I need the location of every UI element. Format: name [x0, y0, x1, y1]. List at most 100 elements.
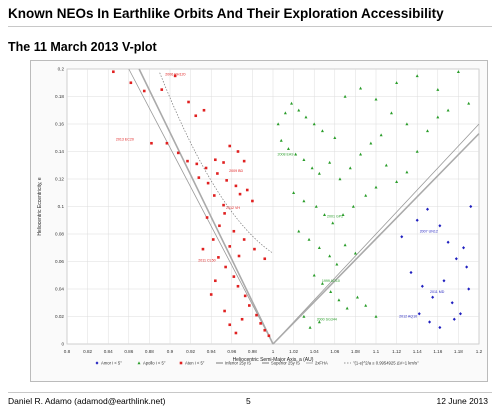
apollo-point: [359, 152, 363, 156]
apollo-point: [343, 94, 347, 98]
apollo-point: [294, 152, 298, 156]
x-tick-label: 1.02: [289, 349, 298, 354]
amor-point: [454, 257, 458, 261]
amor-point: [426, 207, 429, 211]
apollo-point: [314, 204, 318, 208]
legend-entry: Aten i < 5°: [185, 361, 205, 366]
apollo-point: [292, 191, 296, 194]
apollo-point: [374, 185, 378, 189]
apollo-point: [312, 122, 316, 126]
apollo-point: [320, 281, 324, 285]
amor-point: [450, 301, 454, 305]
amor-point: [442, 279, 446, 283]
amor-point: [417, 312, 421, 316]
apollo-point: [286, 147, 290, 150]
aten-point: [212, 194, 216, 197]
apollo-point: [374, 97, 378, 101]
amor-point: [420, 284, 424, 288]
footer-page-number: 5: [246, 396, 251, 406]
vplot-chart: 0.8 0.82 0.84 0.86 0.88 0.9 0.92 0.94 0.96 0.98 1 1…: [37, 67, 483, 366]
x-tick-label: 1.08: [351, 349, 360, 354]
apollo-point: [320, 129, 324, 133]
apollo-point: [312, 273, 316, 277]
aten-point: [259, 322, 262, 325]
object-label: 2011 CL50: [198, 258, 215, 262]
apollo-point: [341, 213, 345, 216]
footer-author: Daniel R. Adamo (adamod@earthlink.net): [8, 396, 166, 406]
amor-point: [469, 204, 473, 209]
y-axis-label: Heliocentric Eccentricity, e: [37, 177, 43, 235]
apollo-point: [348, 166, 352, 170]
aten-point: [160, 88, 164, 91]
aten-point: [176, 151, 180, 155]
object-label: 2012 VH: [226, 206, 240, 210]
object-label: 2009 BD: [229, 169, 243, 173]
aten-point: [211, 238, 215, 241]
aten-point: [253, 247, 256, 251]
object-label: 2000 SG344: [317, 317, 337, 321]
page-title: Known NEOs In Earthlike Orbits And Their…: [8, 6, 444, 21]
amor-point: [415, 218, 419, 222]
aten-point: [245, 188, 249, 192]
aten-point: [209, 293, 213, 296]
x-tick-label: 1.16: [433, 349, 442, 354]
aten-point: [222, 203, 225, 207]
aten-point: [197, 176, 201, 179]
y-tick-label: 0.12: [55, 177, 64, 182]
apollo-point: [302, 199, 306, 203]
aten-point: [202, 108, 206, 112]
apollo-point: [331, 221, 335, 225]
footer-rule: [8, 392, 492, 393]
amor-point: [467, 287, 471, 291]
amor-point: [409, 270, 413, 275]
aten-point: [204, 166, 208, 170]
object-label: 2001 GP2: [327, 214, 343, 218]
aten-point: [214, 158, 217, 162]
aten-point: [187, 100, 190, 104]
apollo-point: [374, 314, 378, 318]
legend-aten-marker: [179, 361, 183, 365]
aten-point: [242, 159, 246, 163]
inferior-synodic-curve: [138, 68, 274, 345]
aten-point: [263, 328, 267, 332]
apollo-point: [335, 262, 339, 266]
apollo-point: [426, 129, 429, 133]
apollo-point: [328, 160, 332, 164]
x-tick-label: 0.82: [83, 349, 92, 354]
y-tick-label: 0.04: [55, 287, 64, 292]
amor-point: [400, 235, 404, 239]
aten-point: [224, 265, 227, 269]
x-tick-label: 1.04: [310, 349, 319, 354]
legend-entry: "(1-e)^2/a ≥ 0.9954925 ΔV=1 km/s": [353, 361, 419, 366]
apollo-point: [415, 149, 419, 153]
x-tick-label: 1.14: [413, 349, 422, 354]
y-tick-label: 0: [61, 342, 64, 347]
aten-point: [237, 254, 241, 258]
y-tick-label: 0.18: [55, 94, 64, 99]
x-tick-label: 1.12: [392, 349, 401, 354]
apollo-point: [364, 193, 368, 197]
x-tick-label: 0.94: [207, 349, 216, 354]
aten-point: [216, 172, 219, 175]
apollo-point: [338, 177, 342, 181]
aten-point: [129, 81, 133, 85]
amor-point: [452, 317, 456, 321]
amor-point: [465, 265, 469, 269]
x-axis-label: Heliocentric Semi-Major Axis, a (AU): [233, 357, 314, 363]
apollo-point: [317, 171, 321, 175]
y-tick-label: 0.02: [55, 314, 64, 319]
legend-entry: Amor i < 5°: [101, 361, 122, 366]
aten-point: [205, 216, 209, 219]
aten-point: [194, 114, 198, 118]
x-tick-label: 1.18: [454, 349, 463, 354]
amor-point: [438, 224, 442, 228]
amor-point: [446, 240, 450, 244]
aten-point: [236, 284, 240, 288]
apollo-point: [317, 246, 321, 249]
aten-point: [238, 192, 242, 196]
aten-point: [236, 150, 240, 153]
y-tick-label: 0.2: [58, 67, 65, 72]
apollo-point: [307, 237, 311, 241]
apollo-point: [351, 204, 355, 208]
apollo-point: [283, 111, 287, 115]
